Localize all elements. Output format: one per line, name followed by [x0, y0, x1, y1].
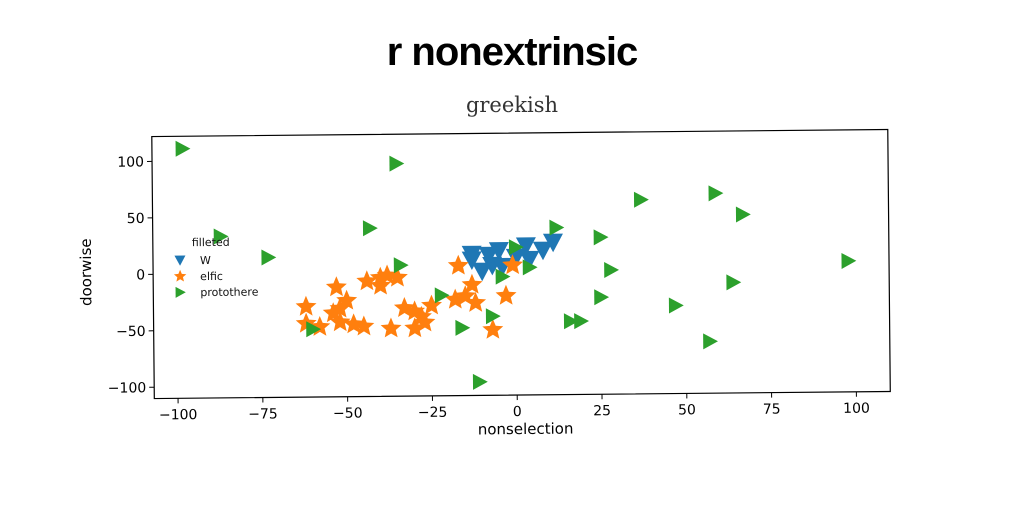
figure-suptitle: r nonextrinsic: [386, 30, 639, 74]
y-tick-label: 100: [117, 154, 144, 170]
data-point: [434, 287, 450, 304]
x-axis-label: nonselection: [478, 420, 574, 439]
data-point: [633, 191, 649, 208]
axis-ticks: −100 −75 −50 −25 0 25 50 75 100 −100 −50 0 50 100: [108, 154, 870, 423]
data-point: [478, 246, 499, 266]
x-tick-label: −25: [418, 405, 448, 421]
data-point: [735, 206, 751, 223]
data-point: [414, 311, 436, 332]
legend-marker: [175, 286, 186, 298]
data-point: [708, 185, 724, 202]
data-point: [604, 262, 619, 279]
data-point: [461, 273, 483, 294]
x-tick-label: −50: [333, 406, 363, 422]
data-point: [213, 228, 229, 245]
data-point: [522, 259, 538, 276]
legend-label: W: [200, 254, 211, 267]
legend-title: filleted: [192, 236, 230, 249]
y-tick-label: −100: [108, 380, 147, 396]
data-point: [309, 315, 331, 336]
data-point: [495, 284, 517, 305]
data-point: [594, 289, 610, 306]
data-point: [370, 274, 391, 295]
data-point: [841, 252, 857, 269]
data-point: [519, 250, 540, 270]
data-point: [325, 276, 347, 297]
legend-label: protothere: [200, 286, 258, 300]
data-point: [485, 308, 501, 325]
data-point: [515, 237, 536, 256]
data-point: [542, 233, 563, 253]
data-point: [322, 302, 344, 323]
y-axis-label: doorwise: [77, 238, 96, 306]
data-point: [362, 220, 378, 237]
x-tick-label: 25: [593, 403, 611, 419]
data-point: [532, 241, 553, 261]
data-point: [549, 219, 565, 236]
data-point: [175, 140, 191, 157]
x-tick-label: 100: [843, 401, 870, 417]
data-point: [593, 229, 609, 246]
data-point: [261, 249, 277, 266]
data-point: [329, 311, 351, 332]
x-tick-label: 50: [678, 402, 696, 418]
data-point: [461, 251, 482, 270]
chart-title: greekish: [465, 93, 559, 117]
data-point: [356, 270, 378, 291]
data-series: [175, 140, 857, 390]
data-point: [668, 297, 684, 314]
y-tick-label: 50: [127, 211, 145, 227]
x-tick-label: −75: [248, 406, 278, 422]
data-point: [574, 313, 589, 330]
data-point: [353, 315, 375, 336]
data-point: [472, 262, 493, 282]
legend-marker: [174, 255, 186, 266]
data-point: [380, 317, 402, 338]
series-protothere: [175, 140, 857, 390]
data-point: [421, 294, 443, 315]
data-point: [482, 318, 504, 339]
data-point: [726, 274, 742, 291]
data-point: [488, 242, 509, 261]
data-point: [703, 333, 718, 350]
data-point: [502, 254, 524, 275]
x-tick-label: 75: [763, 402, 781, 418]
data-point: [472, 373, 488, 390]
data-point: [336, 289, 358, 310]
plot-frame: [151, 128, 891, 400]
data-point: [404, 317, 426, 338]
data-point: [508, 239, 524, 256]
legend-marker: [173, 269, 187, 282]
data-point: [563, 313, 579, 330]
series-elfic: [295, 254, 524, 339]
data-point: [389, 155, 405, 172]
x-tick-label: −100: [159, 407, 198, 423]
data-point: [495, 268, 511, 285]
plot-area: −100 −75 −50 −25 0 25 50 75 100 −100 −50 0 50 100 non…: [77, 128, 891, 439]
data-point: [306, 321, 322, 338]
data-point: [447, 254, 469, 275]
data-point: [465, 291, 487, 312]
y-tick-label: 0: [136, 267, 145, 283]
y-tick-label: −50: [116, 324, 146, 340]
data-point: [295, 295, 317, 316]
legend-label: elfic: [200, 270, 223, 283]
data-point: [455, 319, 471, 336]
data-point: [393, 257, 409, 274]
x-tick-label: 0: [513, 404, 522, 420]
data-point: [369, 266, 391, 287]
data-point: [386, 266, 408, 287]
